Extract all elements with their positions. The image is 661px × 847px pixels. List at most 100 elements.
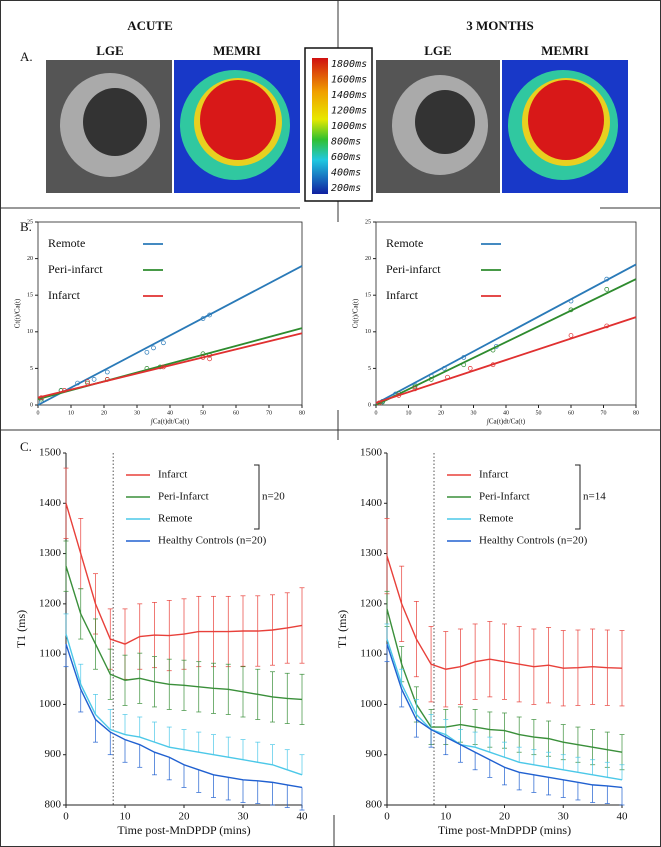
x-tick-label: 40 xyxy=(297,811,309,823)
point xyxy=(152,346,156,350)
legend-label: Infarct xyxy=(48,288,81,302)
lge-label: LGE xyxy=(96,43,123,58)
x-tick-label: 0 xyxy=(375,410,378,416)
x-axis-label: ∫Ca(t)dt/Ca(t) xyxy=(486,418,526,426)
x-tick-label: 50 xyxy=(200,410,206,416)
y-axis-label: Ct(t)/Ca(t) xyxy=(14,298,22,328)
y-tick-label: 1500 xyxy=(39,447,62,459)
point xyxy=(105,370,109,374)
colorbar-label: 1000ms xyxy=(331,121,367,132)
colorbar-label: 600ms xyxy=(331,152,361,163)
y-tick-label: 25 xyxy=(27,219,33,225)
y-tick-label: 20 xyxy=(27,256,33,262)
y-tick-label: 15 xyxy=(27,293,33,299)
bracket xyxy=(575,465,580,529)
colorbar xyxy=(312,58,328,194)
x-axis-label: Time post-MnDPDP (mins) xyxy=(117,823,250,837)
legend-label: Peri-infarct xyxy=(386,262,441,276)
x-tick-label: 30 xyxy=(558,811,570,823)
x-tick-label: 40 xyxy=(617,811,629,823)
y-axis-label: T1 (ms) xyxy=(14,610,28,648)
legend-label: Remote xyxy=(386,236,423,250)
y-tick-label: 1300 xyxy=(39,547,62,559)
x-tick-label: 80 xyxy=(299,410,305,416)
panel-label: C. xyxy=(20,439,32,454)
colorbar-label: 200ms xyxy=(331,183,361,194)
x-tick-label: 60 xyxy=(233,410,239,416)
fit-line xyxy=(376,317,636,403)
panel-label: A. xyxy=(20,49,33,64)
point xyxy=(145,350,149,354)
figure: ACUTE 3 MONTHS A. LGE MEMRI LGE MEMRI B.… xyxy=(0,0,661,847)
legend-label: Remote xyxy=(48,236,85,250)
legend-label: Remote xyxy=(479,513,513,525)
bracket xyxy=(254,465,259,529)
y-tick-label: 20 xyxy=(365,256,371,262)
bracket-label: n=14 xyxy=(583,491,606,503)
colorbar-label: 400ms xyxy=(331,168,361,179)
x-tick-label: 20 xyxy=(438,410,444,416)
colorbar-label: 1800ms xyxy=(331,59,367,70)
y-axis-label: T1 (ms) xyxy=(335,610,349,648)
point xyxy=(161,341,165,345)
x-tick-label: 20 xyxy=(101,410,107,416)
colorbar-label: 1400ms xyxy=(331,90,367,101)
x-tick-label: 10 xyxy=(68,410,74,416)
colorbar-label: 1200ms xyxy=(331,106,367,117)
lge-label: LGE xyxy=(424,43,451,58)
y-tick-label: 1100 xyxy=(39,648,61,660)
y-tick-label: 1000 xyxy=(39,698,62,710)
colorbar-label: 1600ms xyxy=(331,75,367,86)
x-axis-label: Time post-MnDPDP (mins) xyxy=(438,823,571,837)
y-axis-label: Ct(t)/Ca(t) xyxy=(352,298,360,328)
point xyxy=(569,333,573,337)
x-tick-label: 40 xyxy=(503,410,509,416)
y-tick-label: 5 xyxy=(30,366,33,372)
legend-label: Peri-infarct xyxy=(48,262,103,276)
legend-label: Remote xyxy=(158,513,192,525)
legend-label: Infarct xyxy=(386,288,419,302)
y-tick-label: 1400 xyxy=(39,497,62,509)
legend-label: Peri-Infarct xyxy=(479,491,530,503)
x-tick-label: 0 xyxy=(384,811,390,823)
x-tick-label: 20 xyxy=(499,811,511,823)
x-tick-label: 60 xyxy=(568,410,574,416)
colorbar-label: 800ms xyxy=(331,137,361,148)
legend-label: Peri-Infarct xyxy=(158,491,209,503)
y-tick-label: 10 xyxy=(365,329,371,335)
y-tick-label: 1000 xyxy=(360,698,383,710)
y-tick-label: 900 xyxy=(366,748,383,760)
y-tick-label: 800 xyxy=(45,799,62,811)
x-tick-label: 70 xyxy=(601,410,607,416)
y-tick-label: 1400 xyxy=(360,497,383,509)
x-tick-label: 0 xyxy=(37,410,40,416)
legend-label: Healthy Controls (n=20) xyxy=(158,535,267,547)
x-tick-label: 50 xyxy=(536,410,542,416)
y-tick-label: 15 xyxy=(365,293,371,299)
legend-label: Infarct xyxy=(158,469,187,481)
y-tick-label: 5 xyxy=(368,366,371,372)
x-tick-label: 30 xyxy=(238,811,250,823)
y-tick-label: 25 xyxy=(365,219,371,225)
point xyxy=(468,366,472,370)
y-tick-label: 1300 xyxy=(360,547,383,559)
y-tick-label: 1200 xyxy=(360,597,383,609)
x-tick-label: 30 xyxy=(134,410,140,416)
bracket-label: n=20 xyxy=(262,491,285,503)
legend-label: Infarct xyxy=(479,469,508,481)
x-tick-label: 10 xyxy=(406,410,412,416)
x-tick-label: 30 xyxy=(471,410,477,416)
x-axis-label: ∫Ca(t)dt/Ca(t) xyxy=(150,418,190,426)
x-tick-label: 10 xyxy=(440,811,452,823)
legend-label: Healthy Controls (n=20) xyxy=(479,535,588,547)
memri-label: MEMRI xyxy=(213,43,261,58)
x-tick-label: 10 xyxy=(120,811,132,823)
y-tick-label: 0 xyxy=(368,402,371,408)
x-tick-label: 20 xyxy=(179,811,191,823)
acute-title: ACUTE xyxy=(127,18,173,33)
fit-line xyxy=(376,264,636,403)
y-tick-label: 1200 xyxy=(39,597,62,609)
point xyxy=(92,377,96,381)
y-tick-label: 1100 xyxy=(360,648,382,660)
x-tick-label: 40 xyxy=(167,410,173,416)
